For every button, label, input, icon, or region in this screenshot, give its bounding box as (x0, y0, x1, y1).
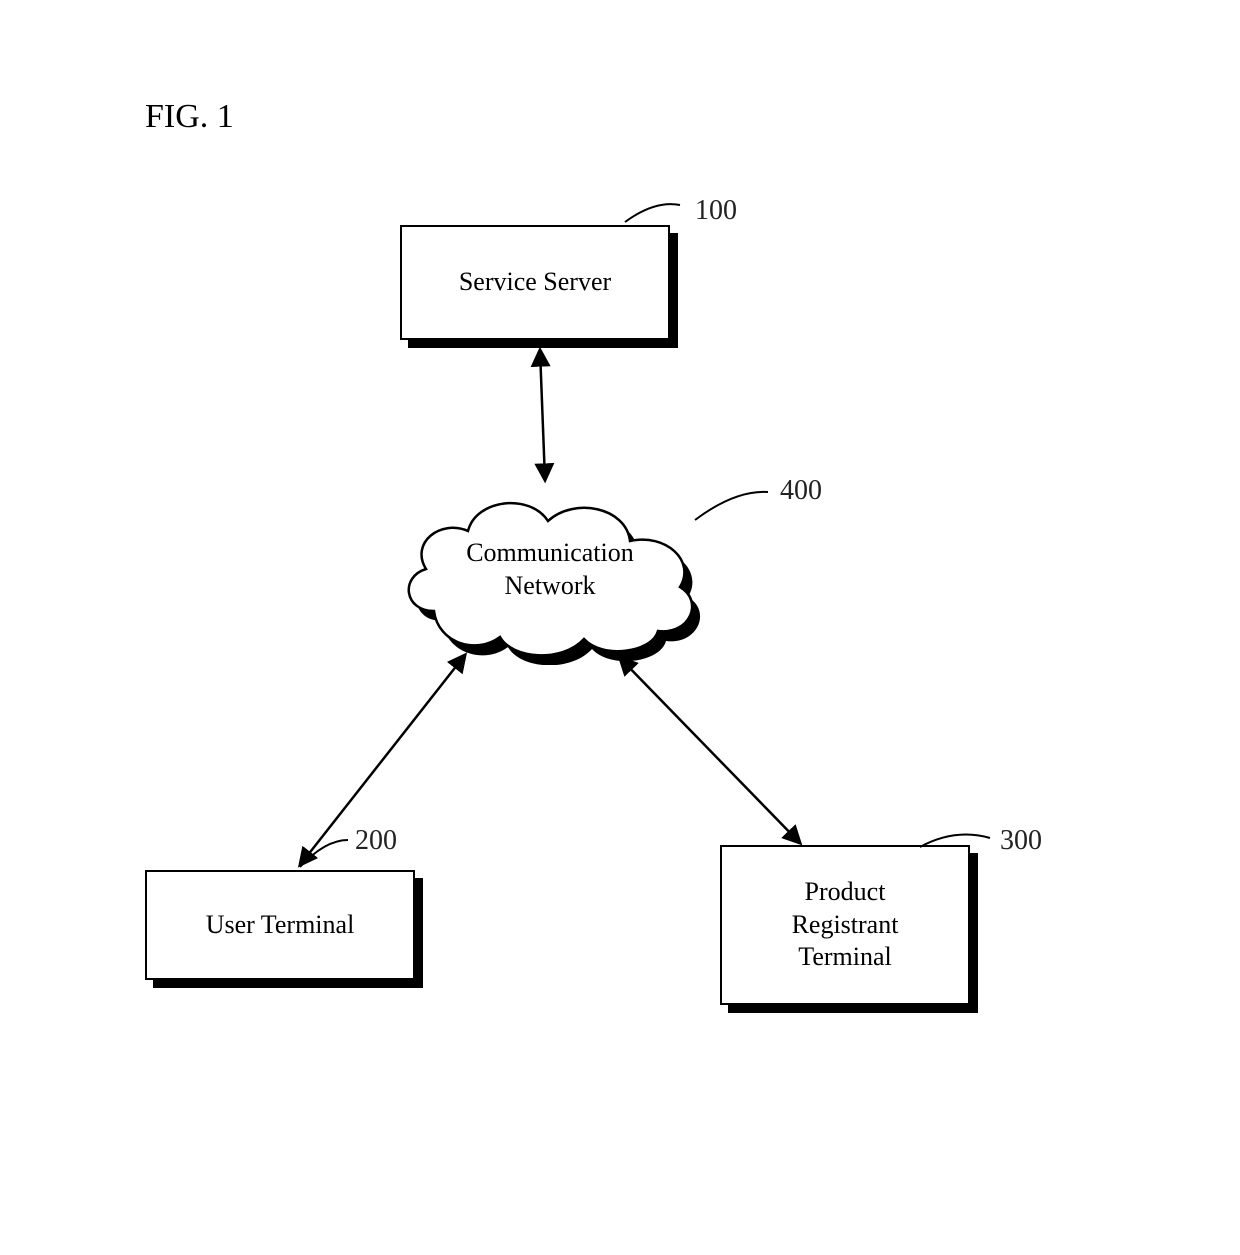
box-face: Service Server (400, 225, 670, 340)
label-line: Terminal (798, 942, 891, 971)
box-face: User Terminal (145, 870, 415, 980)
edge-server-cloud (540, 350, 545, 480)
label-line: Product (805, 877, 886, 906)
service-server-ref: 100 (695, 195, 737, 227)
product-registrant-terminal-node: Product Registrant Terminal (720, 845, 970, 1005)
edge-cloud-product (620, 658, 800, 843)
node-label: Communication Network (390, 537, 710, 602)
cloud-label-line1: Communication (466, 538, 634, 567)
node-label: Product Registrant Terminal (786, 876, 905, 974)
user-terminal-ref: 200 (355, 825, 397, 857)
cloud-label-line2: Network (505, 571, 596, 600)
diagram-canvas: FIG. 1 Service Server 100 Communication … (0, 0, 1240, 1255)
communication-network-ref: 400 (780, 475, 822, 507)
node-label: User Terminal (200, 909, 361, 942)
box-face: Product Registrant Terminal (720, 845, 970, 1005)
label-line: Registrant (792, 910, 899, 939)
node-label: Service Server (453, 266, 617, 299)
figure-caption: FIG. 1 (145, 98, 234, 136)
service-server-node: Service Server (400, 225, 670, 340)
user-terminal-node: User Terminal (145, 870, 415, 980)
product-registrant-terminal-ref: 300 (1000, 825, 1042, 857)
communication-network-node: Communication Network (390, 475, 710, 665)
